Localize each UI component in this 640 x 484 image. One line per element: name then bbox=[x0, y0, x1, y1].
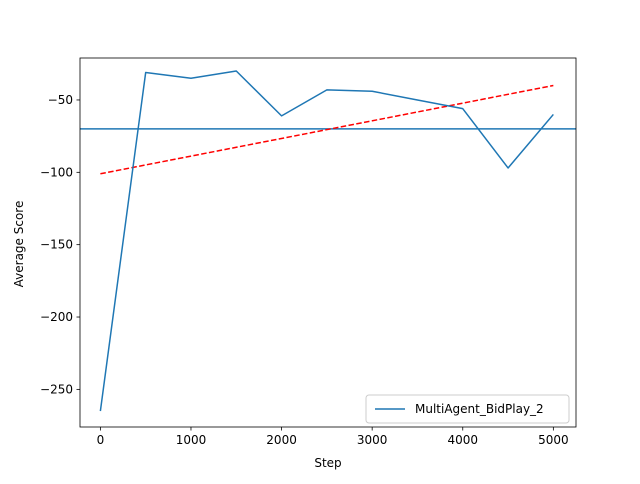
y-tick-label: −150 bbox=[40, 238, 73, 252]
y-axis-label: Average Score bbox=[12, 201, 26, 288]
x-tick-label: 2000 bbox=[266, 433, 297, 447]
x-tick-label: 0 bbox=[97, 433, 105, 447]
legend-box bbox=[365, 394, 570, 424]
x-tick-label: 4000 bbox=[447, 433, 478, 447]
legend: MultiAgent_BidPlay_2 bbox=[365, 394, 570, 424]
plot-layer bbox=[80, 70, 576, 412]
y-tick-label: −100 bbox=[40, 165, 73, 179]
y-tick-label: −50 bbox=[48, 93, 73, 107]
x-axis-label: Step bbox=[314, 456, 341, 470]
x-tick-label: 5000 bbox=[538, 433, 569, 447]
trend-line bbox=[100, 84, 554, 175]
x-tick-label: 3000 bbox=[357, 433, 388, 447]
legend-label: MultiAgent_BidPlay_2 bbox=[415, 402, 544, 416]
x-tick-label: 1000 bbox=[176, 433, 207, 447]
plot-frame bbox=[79, 57, 577, 428]
series-line bbox=[99, 70, 554, 412]
y-tick-label: −250 bbox=[40, 382, 73, 396]
axes-layer: 0 1000 2000 3000 4000 5000 −250 −200 −150 −100 −50 bbox=[40, 57, 577, 447]
plot-area bbox=[80, 70, 576, 412]
y-tick-label: −200 bbox=[40, 310, 73, 324]
